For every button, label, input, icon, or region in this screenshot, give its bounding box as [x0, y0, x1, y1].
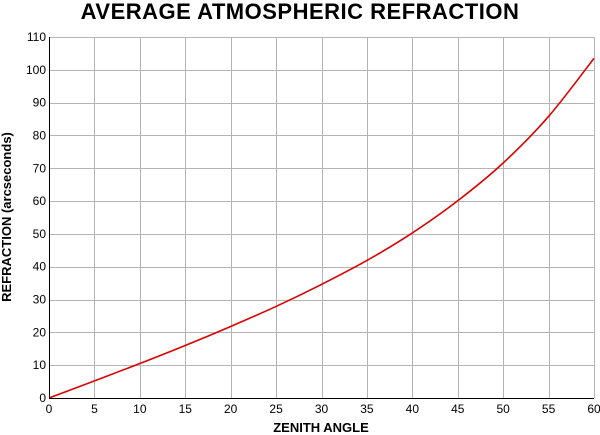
x-tick-label: 60 — [587, 402, 600, 416]
y-tick-label: 100 — [26, 63, 46, 77]
x-tick-label: 15 — [179, 402, 193, 416]
x-tick-label: 0 — [46, 402, 53, 416]
grid-lines — [49, 37, 595, 398]
series-layer — [48, 57, 595, 399]
y-tick-label: 0 — [39, 391, 46, 405]
chart-title: AVERAGE ATMOSPHERIC REFRACTION — [80, 0, 520, 24]
x-tick-label: 25 — [269, 402, 283, 416]
x-tick-label: 50 — [496, 402, 510, 416]
x-tick-label: 45 — [451, 402, 465, 416]
x-axis-title: ZENITH ANGLE — [273, 420, 369, 435]
x-tick-label: 20 — [224, 402, 238, 416]
y-tick-label: 10 — [33, 358, 47, 372]
x-tick-label: 40 — [406, 402, 420, 416]
y-tick-label: 110 — [27, 30, 46, 44]
axes — [49, 37, 594, 399]
x-tick-label: 55 — [542, 402, 556, 416]
y-tick-label: 90 — [33, 96, 47, 110]
y-tick-label: 30 — [33, 293, 47, 307]
y-tick-label: 60 — [33, 194, 47, 208]
y-tick-label: 20 — [33, 325, 47, 339]
x-tick-label: 35 — [360, 402, 374, 416]
y-tick-label: 40 — [33, 260, 47, 274]
y-tick-labels: 0 10 20 30 40 50 60 70 80 90 100 110 — [26, 30, 46, 405]
refraction-curve — [48, 57, 595, 399]
x-tick-labels: 0 5 10 15 20 25 30 35 40 45 50 55 60 — [46, 402, 600, 416]
y-tick-label: 50 — [33, 227, 47, 241]
y-axis-title: REFRACTION (arcseconds) — [0, 132, 14, 302]
x-tick-label: 5 — [91, 402, 98, 416]
x-tick-label: 30 — [315, 402, 329, 416]
y-tick-label: 80 — [33, 128, 47, 142]
y-tick-label: 70 — [33, 161, 47, 175]
x-tick-label: 10 — [133, 402, 147, 416]
